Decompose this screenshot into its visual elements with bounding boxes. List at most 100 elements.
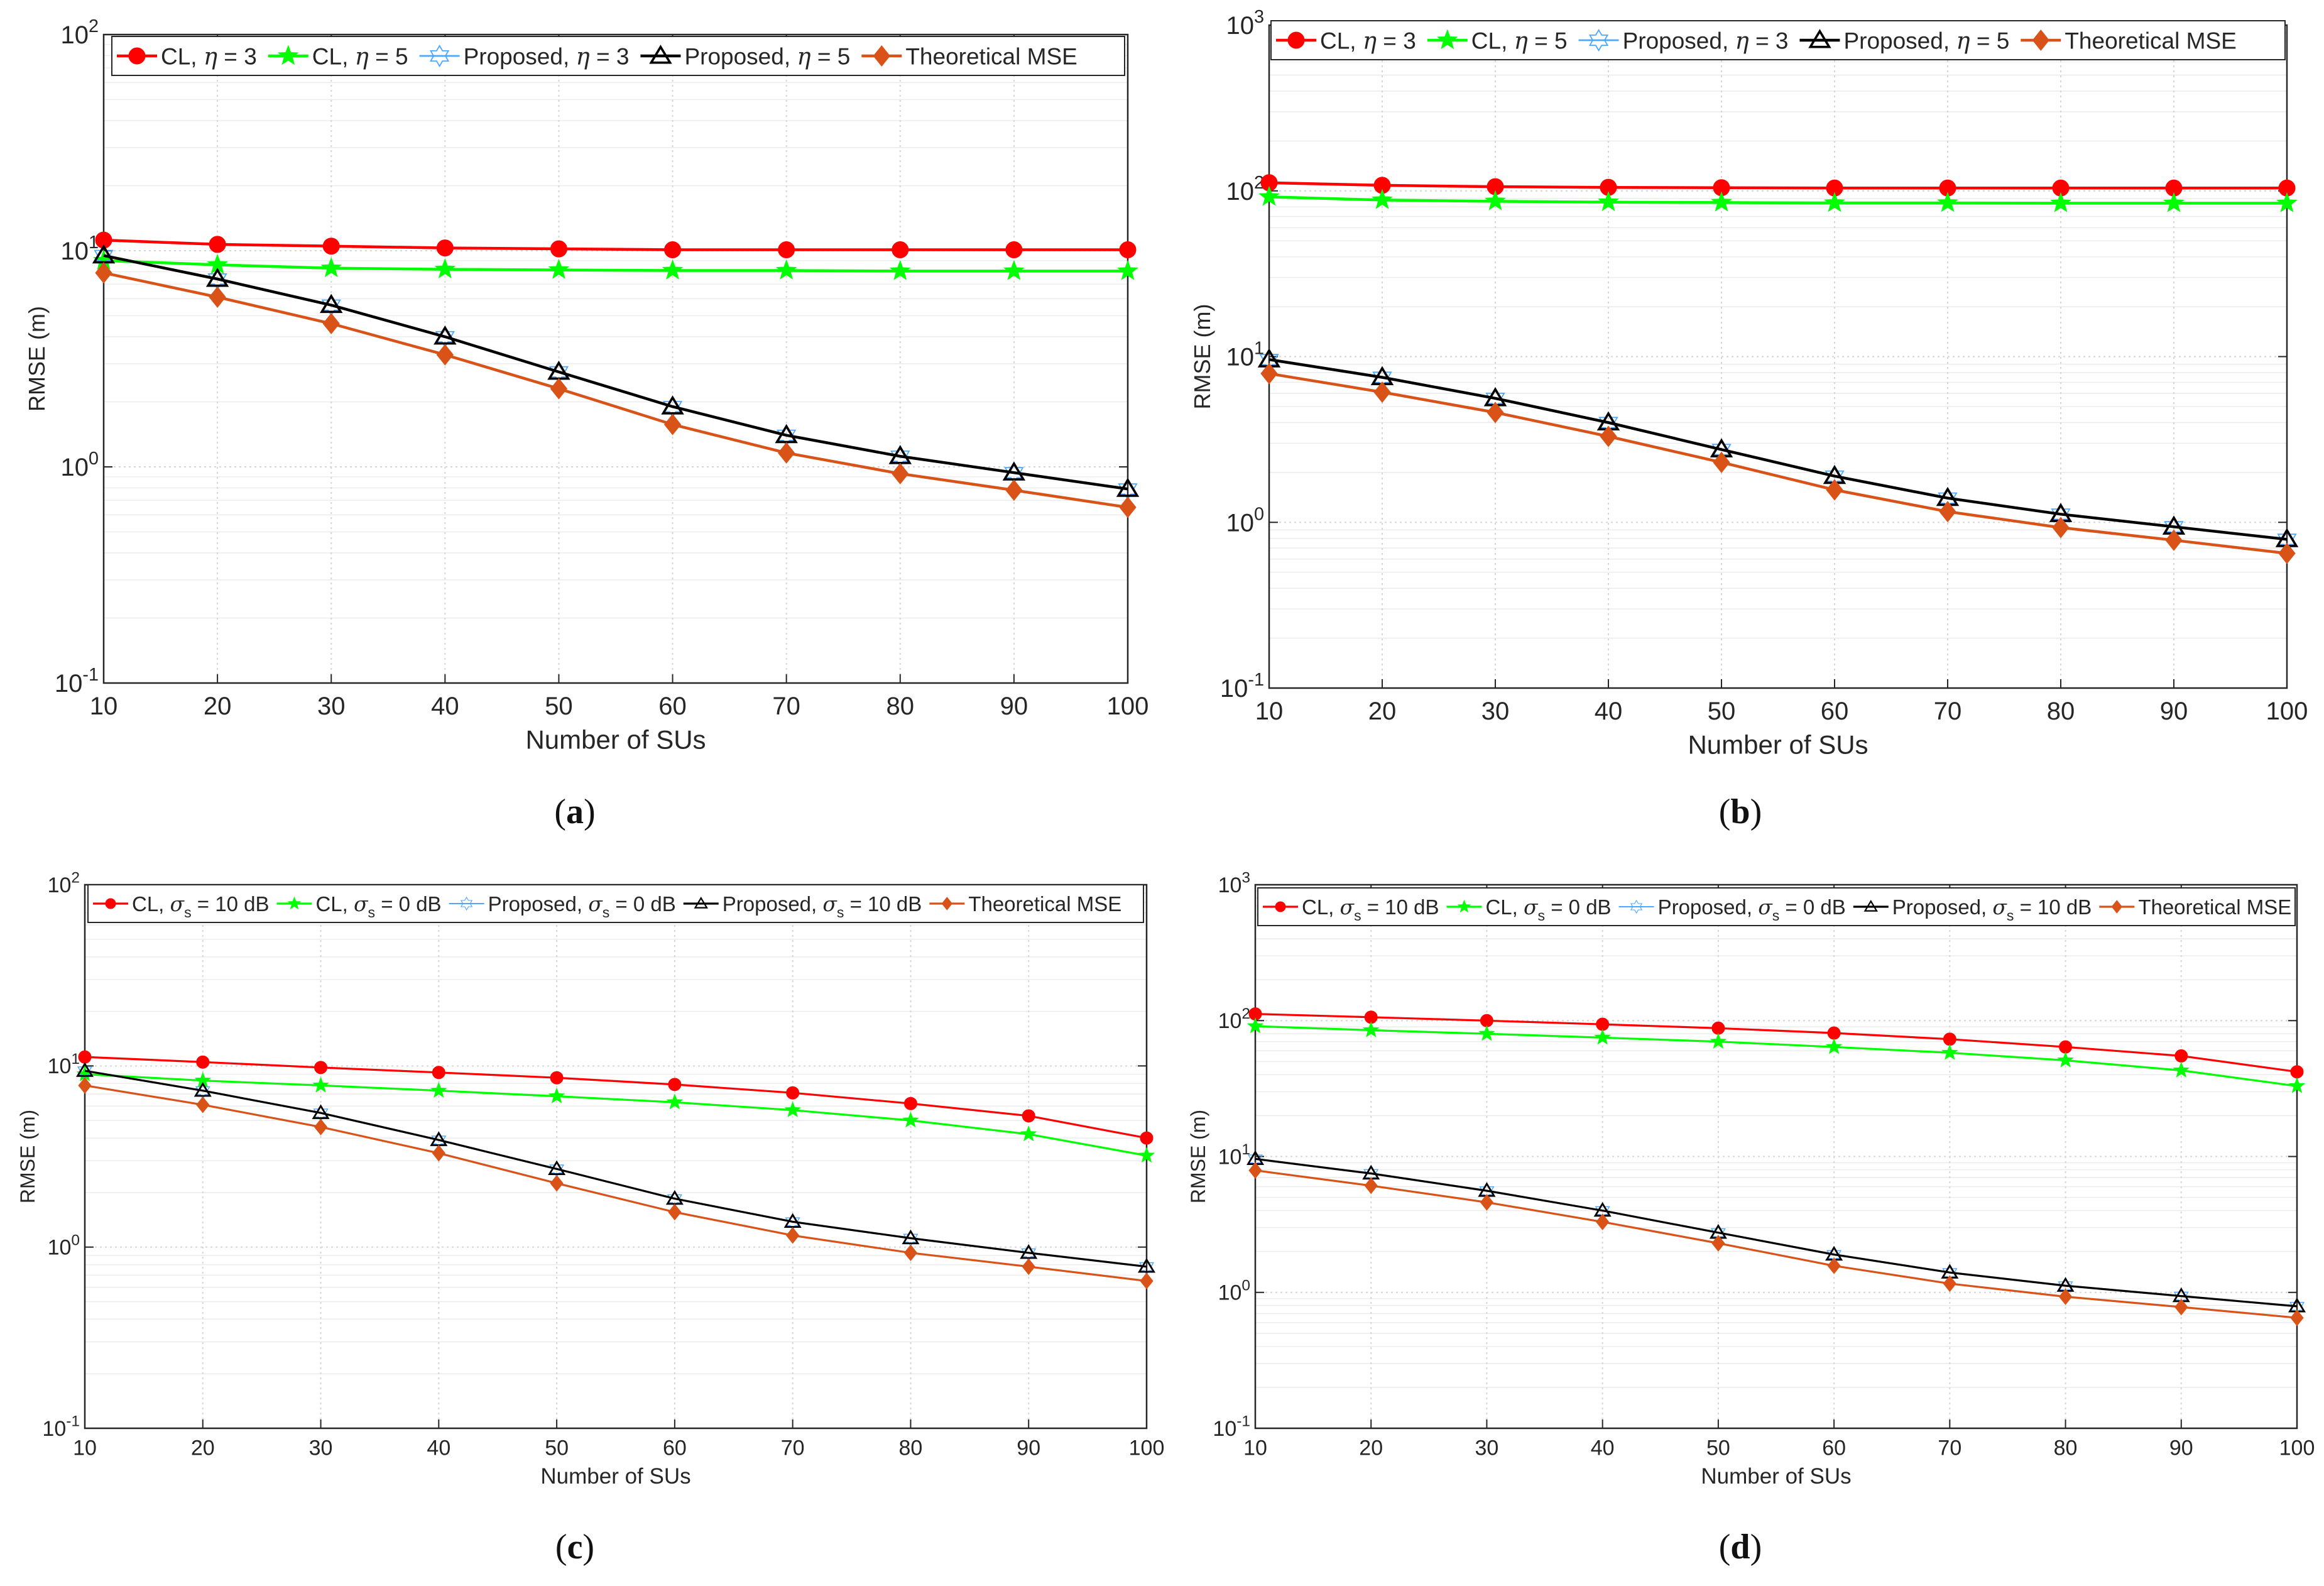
series-line [1268, 358, 2288, 541]
data-point [1005, 241, 1023, 259]
data-point [1827, 1026, 1841, 1040]
legend-label: Proposed, σs = 10 dB [1892, 895, 2092, 924]
x-tick-label: 10 [90, 692, 118, 720]
data-point [1711, 1235, 1725, 1252]
legend-item: CL, η = 3 [1276, 27, 1416, 54]
x-axis-label: Number of SUs [1701, 1464, 1851, 1489]
series-line [84, 1084, 1147, 1282]
legend-label: Proposed, η = 3 [464, 43, 630, 70]
x-tick-label: 60 [663, 1436, 687, 1460]
legend-item: Proposed, σs = 0 dB [449, 892, 676, 921]
y-tick-label: 102 [1226, 173, 1264, 205]
data-point [1937, 192, 1958, 212]
y-tick-label: 10-1 [55, 665, 99, 697]
x-tick-label: 20 [191, 1436, 215, 1460]
legend-item: CL, η = 3 [117, 43, 257, 70]
data-point [194, 1082, 212, 1097]
data-point [1487, 402, 1504, 424]
data-point [1140, 1131, 1154, 1145]
data-point [436, 344, 454, 366]
data-point [2276, 192, 2298, 212]
x-tick-label: 100 [2266, 697, 2308, 725]
data-point [1485, 190, 1506, 211]
series [92, 244, 1140, 497]
data-point [2174, 1049, 2188, 1063]
x-tick-label: 30 [1475, 1436, 1499, 1460]
legend-item: Proposed, η = 3 [1578, 27, 1788, 54]
data-point [1598, 190, 1619, 211]
data-point [783, 1213, 802, 1228]
data-point [2174, 1298, 2188, 1316]
data-point [314, 1061, 328, 1075]
legend-label: Theoretical MSE [2065, 28, 2237, 53]
data-point [548, 258, 570, 279]
data-point [1824, 192, 1845, 212]
data-point [1372, 189, 1393, 209]
data-point [1003, 260, 1025, 280]
panel-caption: (c) [555, 1528, 594, 1567]
legend-label: CL, η = 3 [1320, 27, 1416, 54]
data-point [1825, 1038, 1843, 1054]
data-point [548, 1087, 565, 1103]
legend-label: CL, η = 5 [1471, 27, 1568, 54]
x-tick-label: 90 [2169, 1436, 2193, 1460]
series-line [103, 271, 1128, 509]
data-point [434, 258, 456, 278]
data-point [2278, 542, 2296, 564]
x-tick-label: 80 [887, 692, 915, 720]
data-point [2057, 1051, 2074, 1068]
x-tick-label: 90 [1000, 692, 1028, 720]
data-point [2165, 529, 2183, 551]
series [1248, 1007, 2304, 1079]
x-tick-label: 50 [545, 1436, 569, 1460]
series [1260, 174, 2296, 197]
data-point [902, 1229, 920, 1245]
y-tick-label: 10-1 [1213, 1413, 1250, 1441]
legend-marker [1588, 29, 1609, 52]
data-point [1119, 241, 1137, 259]
series-line [84, 1069, 1147, 1268]
data-point [322, 312, 340, 335]
data-point [548, 1160, 566, 1175]
data-point [75, 1062, 94, 1077]
legend-item: CL, η = 5 [268, 43, 408, 70]
axes-box [102, 33, 1129, 684]
data-point [664, 241, 682, 259]
data-point [892, 462, 909, 484]
data-point [2290, 1309, 2304, 1326]
data-point [1596, 1213, 1610, 1230]
legend-label: Theoretical MSE [968, 892, 1121, 916]
series [95, 262, 1137, 518]
legend-item: CL, σs = 10 dB [93, 892, 269, 921]
data-point [668, 1203, 682, 1221]
data-point [778, 442, 795, 464]
data-point [663, 413, 682, 435]
series [93, 249, 1138, 280]
x-tick-label: 90 [2160, 697, 2188, 725]
data-point [1247, 1017, 1264, 1034]
data-point [196, 1055, 210, 1069]
x-tick-label: 70 [1934, 697, 1962, 725]
data-point [1826, 479, 1843, 501]
legend-item: Proposed, η = 5 [640, 43, 850, 70]
data-point [1005, 479, 1023, 501]
data-point [1943, 1275, 1956, 1293]
data-point [1248, 1162, 1262, 1179]
y-tick-label: 102 [1218, 1005, 1250, 1033]
series-line [1255, 1025, 2298, 1087]
plot-area [104, 35, 1128, 683]
x-axis-label: Number of SUs [540, 1464, 690, 1489]
series-line [1255, 1013, 2298, 1073]
data-point [1711, 191, 1732, 212]
y-tick-label: 102 [48, 870, 80, 897]
data-point [1020, 1244, 1038, 1259]
panel-caption: (a) [554, 792, 595, 831]
series-line [103, 254, 1128, 491]
legend: CL, η = 3 CL, η = 5 Proposed, η = 3 Propose… [111, 36, 1125, 76]
legend-marker [649, 45, 672, 64]
x-tick-label: 60 [658, 692, 687, 720]
series [1247, 1017, 2306, 1093]
data-point [1119, 496, 1137, 518]
data-point [661, 395, 684, 415]
y-tick-label: 101 [1226, 339, 1264, 371]
